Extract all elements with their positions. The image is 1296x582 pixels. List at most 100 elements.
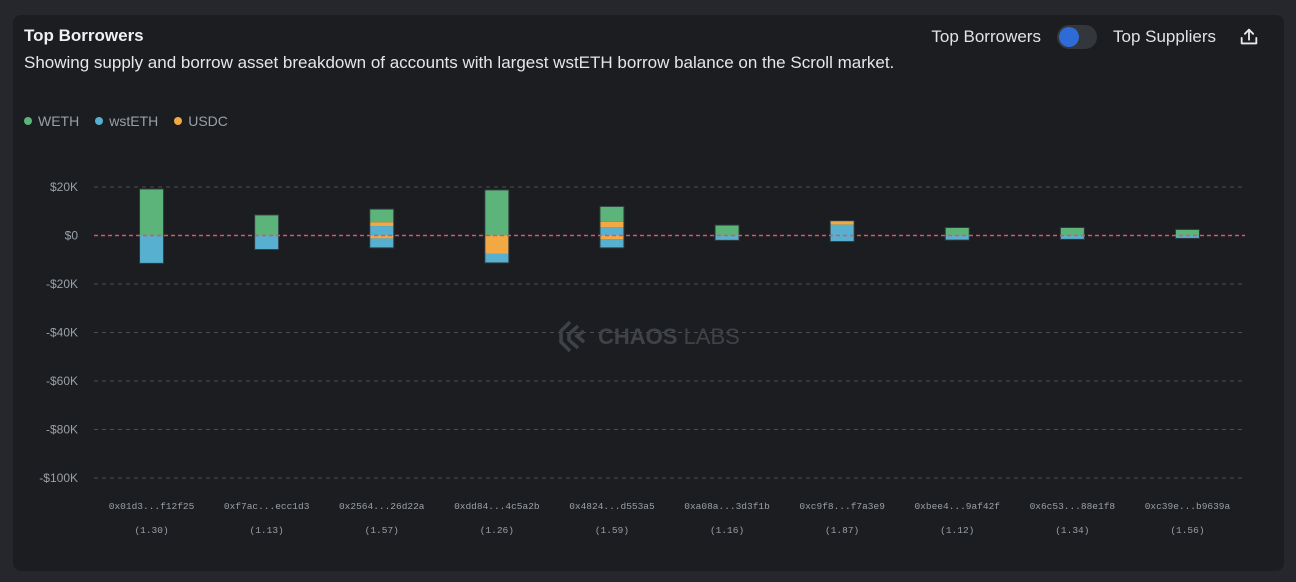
bar-segment-borrow-usdc[interactable] — [369, 235, 394, 239]
x-tick-label-address: 0x2564...26d22a — [339, 501, 425, 512]
bar-segment-borrow-usdc[interactable] — [599, 235, 624, 240]
bar-stack[interactable] — [369, 208, 395, 249]
x-tick-label-address: 0xbee4...9af42f — [914, 501, 1000, 512]
bar-outline — [599, 205, 625, 249]
bar-outline — [1174, 228, 1200, 239]
y-tick-label: -$40K — [46, 326, 78, 340]
legend: WETH wstETH USDC — [24, 113, 228, 129]
chart-subtitle: Showing supply and borrow asset breakdow… — [24, 53, 895, 72]
bar-segment-supply-weth[interactable] — [1060, 227, 1085, 236]
x-tick-label-health-factor: (1.87) — [825, 525, 859, 536]
x-tick-label-health-factor: (1.12) — [940, 525, 974, 536]
legend-label: WETH — [38, 113, 80, 129]
bar-stack[interactable] — [829, 220, 855, 243]
legend-item-weth[interactable]: WETH — [24, 113, 79, 129]
bar-segment-borrow-wsteth[interactable] — [599, 239, 624, 248]
bar-segment-supply-weth[interactable] — [139, 188, 164, 236]
bar-outline — [1059, 226, 1085, 240]
share-upload-icon[interactable] — [1238, 26, 1260, 48]
x-tick-label-address: 0xc39e...b9639a — [1145, 501, 1231, 512]
bar-segment-borrow-wsteth[interactable] — [254, 235, 279, 250]
bar-segment-supply-usdc[interactable] — [369, 222, 394, 227]
x-tick-label-health-factor: (1.30) — [134, 525, 168, 536]
x-tick-label-health-factor: (1.56) — [1170, 525, 1204, 536]
bar-stack[interactable] — [944, 226, 970, 241]
legend-item-usdc[interactable]: USDC — [174, 113, 228, 129]
bar-segment-supply-weth[interactable] — [369, 209, 394, 223]
bar-segment-supply-weth[interactable] — [715, 225, 740, 236]
legend-label: wstETH — [109, 113, 159, 129]
watermark-text: CHAOS LABS — [598, 324, 740, 349]
chaos-labs-logo-icon — [559, 320, 586, 353]
legend-dot-usdc — [174, 117, 183, 125]
bar-outline — [714, 224, 740, 241]
bar-segment-supply-weth[interactable] — [945, 227, 970, 236]
bar-segment-borrow-wsteth[interactable] — [830, 235, 855, 242]
x-tick-label-health-factor: (1.26) — [480, 525, 514, 536]
bar-outline — [829, 220, 855, 243]
toggle-label-top-borrowers[interactable]: Top Borrowers — [931, 27, 1041, 46]
toggle-knob — [1058, 27, 1079, 47]
bar-segment-borrow-wsteth[interactable] — [1175, 235, 1200, 239]
x-tick-label-health-factor: (1.34) — [1055, 525, 1089, 536]
bar-stack[interactable] — [484, 189, 510, 264]
x-tick-label-health-factor: (1.16) — [710, 525, 744, 536]
bar-segment-supply-usdc[interactable] — [599, 221, 624, 228]
y-axis: $20K $0 -$20K -$40K -$60K -$80K -$100K — [39, 180, 78, 485]
bar-segment-supply-wsteth[interactable] — [369, 226, 394, 236]
x-axis: 0x01d3...f12f25 (1.30) 0xf7ac...ecc1d3 (1.1… — [109, 501, 1231, 536]
bar-segment-supply-weth[interactable] — [1175, 229, 1200, 236]
x-tick-label-address: 0xa08a...3d3f1b — [684, 501, 770, 512]
bar-stack[interactable] — [139, 188, 165, 264]
chaos-labs-watermark: CHAOS LABS — [559, 320, 740, 353]
bar-segment-borrow-usdc[interactable] — [484, 235, 509, 254]
x-tick-label-address: 0x6c53...88e1f8 — [1030, 501, 1116, 512]
bar-stack[interactable] — [714, 224, 740, 241]
x-tick-label-address: 0xc9f8...f7a3e9 — [799, 501, 885, 512]
bar-outline — [369, 208, 395, 249]
bar-outline — [484, 189, 510, 264]
y-tick-label: -$100K — [39, 471, 78, 485]
x-tick-label-health-factor: (1.13) — [250, 525, 284, 536]
x-tick-label-address: 0x4824...d553a5 — [569, 501, 655, 512]
bar-segment-supply-weth[interactable] — [254, 214, 279, 236]
chart-title: Top Borrowers — [24, 26, 144, 45]
x-tick-label-health-factor: (1.59) — [595, 525, 629, 536]
view-controls: Top Borrowers Top Suppliers — [931, 25, 1260, 49]
bar-stack[interactable] — [599, 205, 625, 249]
bars — [139, 188, 1200, 264]
bar-segment-borrow-wsteth[interactable] — [484, 253, 509, 263]
bar-outline — [944, 226, 970, 241]
bar-outline — [254, 214, 280, 251]
y-tick-label: $20K — [50, 180, 78, 194]
legend-label: USDC — [188, 113, 228, 129]
y-tick-label: -$20K — [46, 277, 78, 291]
bar-segment-borrow-wsteth[interactable] — [715, 235, 740, 241]
bar-segment-borrow-wsteth[interactable] — [945, 235, 970, 241]
y-tick-label: $0 — [65, 229, 79, 243]
bar-segment-supply-weth[interactable] — [599, 206, 624, 222]
bar-segment-borrow-wsteth[interactable] — [139, 235, 164, 264]
x-tick-label-address: 0x01d3...f12f25 — [109, 501, 195, 512]
bar-stack[interactable] — [1059, 226, 1085, 240]
legend-dot-wsteth — [95, 117, 104, 125]
y-tick-label: -$80K — [46, 423, 78, 437]
bar-segment-supply-wsteth[interactable] — [599, 227, 624, 236]
borrowers-suppliers-toggle[interactable] — [1056, 25, 1097, 49]
bar-segment-supply-weth[interactable] — [484, 189, 509, 236]
bar-segment-borrow-wsteth[interactable] — [1060, 235, 1085, 240]
toggle-label-top-suppliers[interactable]: Top Suppliers — [1112, 27, 1216, 46]
bar-segment-borrow-wsteth[interactable] — [369, 238, 394, 248]
bar-stack[interactable] — [1174, 228, 1200, 239]
x-tick-label-address: 0xdd84...4c5a2b — [454, 501, 540, 512]
bar-segment-supply-usdc[interactable] — [830, 220, 855, 225]
y-tick-label: -$60K — [46, 374, 78, 388]
bar-stack[interactable] — [254, 214, 280, 251]
x-tick-label-address: 0xf7ac...ecc1d3 — [224, 501, 310, 512]
legend-item-wsteth[interactable]: wstETH — [95, 113, 158, 129]
x-tick-label-health-factor: (1.57) — [365, 525, 399, 536]
legend-dot-weth — [24, 117, 32, 125]
bar-segment-supply-wsteth[interactable] — [830, 224, 855, 236]
bar-outline — [139, 188, 165, 264]
